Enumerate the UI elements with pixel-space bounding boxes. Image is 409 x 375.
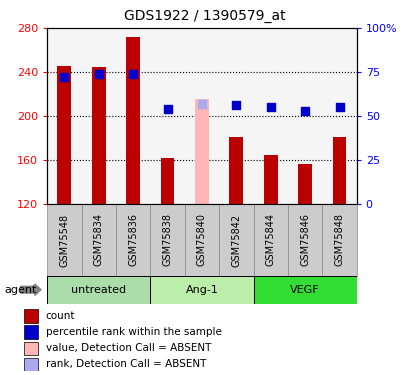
Bar bbox=[25, 358, 38, 371]
Text: percentile rank within the sample: percentile rank within the sample bbox=[46, 327, 221, 337]
Bar bbox=[253, 204, 287, 276]
Text: GDS1922 / 1390579_at: GDS1922 / 1390579_at bbox=[124, 9, 285, 23]
Point bbox=[335, 104, 342, 110]
Bar bbox=[184, 204, 218, 276]
Bar bbox=[218, 204, 253, 276]
Bar bbox=[25, 309, 38, 322]
Text: GSM75844: GSM75844 bbox=[265, 213, 275, 267]
Bar bbox=[47, 276, 150, 304]
Point bbox=[61, 74, 67, 80]
Text: count: count bbox=[46, 311, 75, 321]
Bar bbox=[116, 204, 150, 276]
Text: value, Detection Call = ABSENT: value, Detection Call = ABSENT bbox=[46, 343, 211, 353]
Bar bbox=[321, 204, 356, 276]
Bar bbox=[92, 67, 106, 204]
Bar bbox=[297, 164, 311, 204]
Point bbox=[130, 71, 136, 77]
Bar bbox=[81, 204, 116, 276]
Text: GSM75836: GSM75836 bbox=[128, 213, 138, 267]
Text: GSM75840: GSM75840 bbox=[196, 213, 207, 267]
Bar bbox=[195, 99, 208, 204]
Text: Ang-1: Ang-1 bbox=[185, 285, 218, 295]
Bar bbox=[150, 204, 184, 276]
Point bbox=[198, 101, 204, 107]
Text: VEGF: VEGF bbox=[290, 285, 319, 295]
Bar bbox=[57, 66, 71, 204]
Bar bbox=[150, 276, 253, 304]
Point bbox=[164, 105, 171, 111]
Point bbox=[95, 71, 102, 77]
Bar bbox=[25, 326, 38, 339]
Text: untreated: untreated bbox=[71, 285, 126, 295]
Bar bbox=[263, 155, 277, 204]
Bar bbox=[25, 342, 38, 355]
Point bbox=[267, 104, 273, 110]
Bar bbox=[253, 276, 356, 304]
Bar bbox=[47, 204, 81, 276]
Text: GSM75548: GSM75548 bbox=[59, 213, 69, 267]
Bar bbox=[229, 137, 243, 204]
Text: GSM75846: GSM75846 bbox=[299, 213, 309, 267]
Point bbox=[301, 108, 308, 114]
Text: GSM75838: GSM75838 bbox=[162, 213, 172, 267]
Text: rank, Detection Call = ABSENT: rank, Detection Call = ABSENT bbox=[46, 360, 206, 369]
Bar bbox=[287, 204, 321, 276]
Bar bbox=[126, 37, 140, 204]
Bar bbox=[332, 137, 346, 204]
Text: agent: agent bbox=[4, 285, 36, 295]
Text: GSM75842: GSM75842 bbox=[231, 213, 241, 267]
Text: GSM75848: GSM75848 bbox=[334, 213, 344, 267]
Point bbox=[232, 102, 239, 108]
Bar bbox=[160, 158, 174, 204]
Text: GSM75834: GSM75834 bbox=[94, 213, 103, 267]
